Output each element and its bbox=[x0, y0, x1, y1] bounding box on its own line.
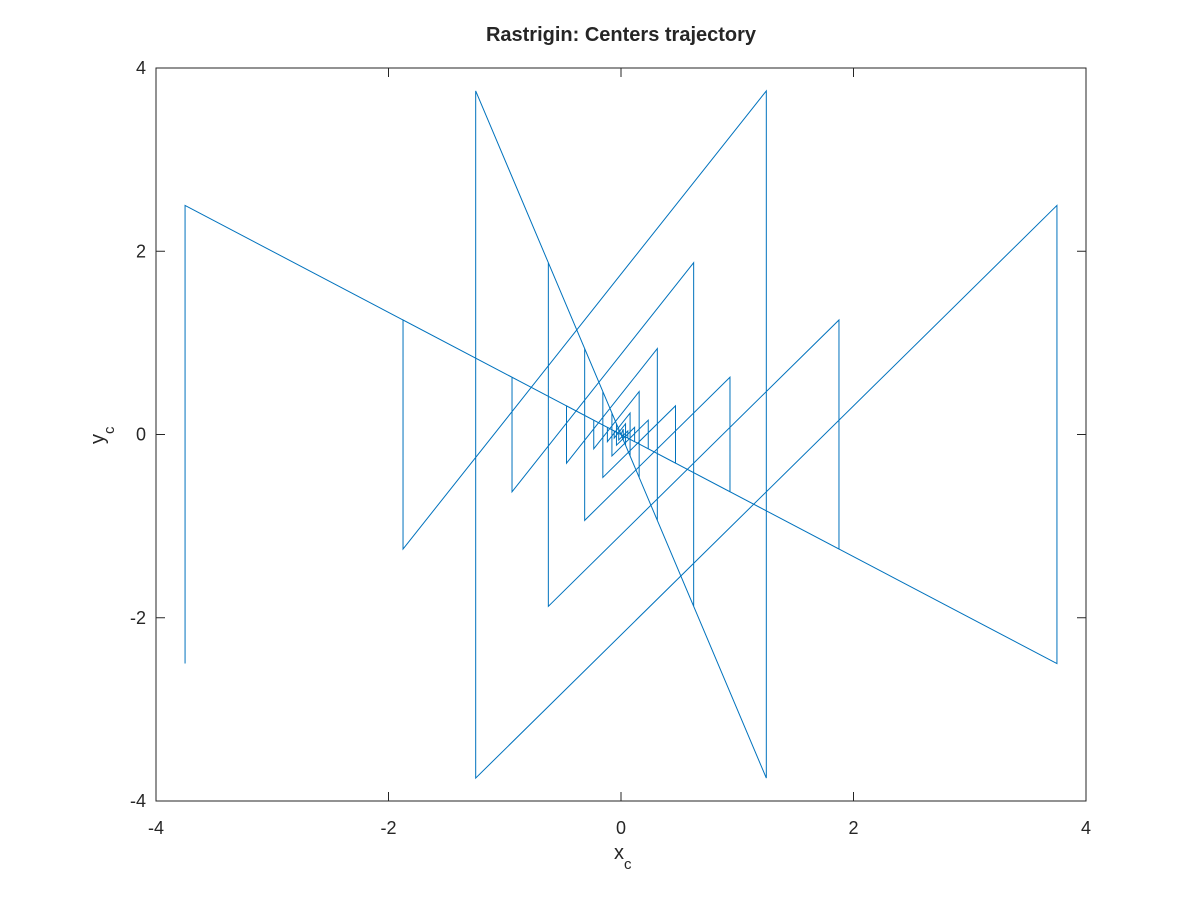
x-axis-label: xc bbox=[614, 842, 632, 873]
y-axis-label: yc bbox=[87, 426, 118, 444]
y-tick-label: 0 bbox=[136, 425, 146, 445]
axis-tick-labels: -4 -2 0 2 4 -4 -2 0 2 4 bbox=[130, 58, 1091, 838]
y-axis-label-subscript: c bbox=[101, 426, 118, 434]
x-axis-label-main: x bbox=[614, 842, 624, 864]
x-tick-label: 0 bbox=[616, 818, 626, 838]
x-axis-label-subscript: c bbox=[624, 856, 632, 873]
y-axis-label-main: y bbox=[87, 434, 109, 444]
x-tick-label: 4 bbox=[1081, 818, 1091, 838]
axis-ticks bbox=[155, 67, 1087, 802]
y-tick-label: 4 bbox=[136, 58, 146, 78]
trajectory-line bbox=[184, 89, 1058, 780]
x-tick-label: -4 bbox=[148, 818, 164, 838]
x-tick-label: -2 bbox=[380, 818, 396, 838]
y-tick-label: -4 bbox=[130, 791, 146, 811]
x-tick-label: 2 bbox=[848, 818, 858, 838]
y-tick-label: 2 bbox=[136, 241, 146, 261]
chart-title: Rastrigin: Centers trajectory bbox=[486, 24, 757, 46]
y-tick-label: -2 bbox=[130, 608, 146, 628]
